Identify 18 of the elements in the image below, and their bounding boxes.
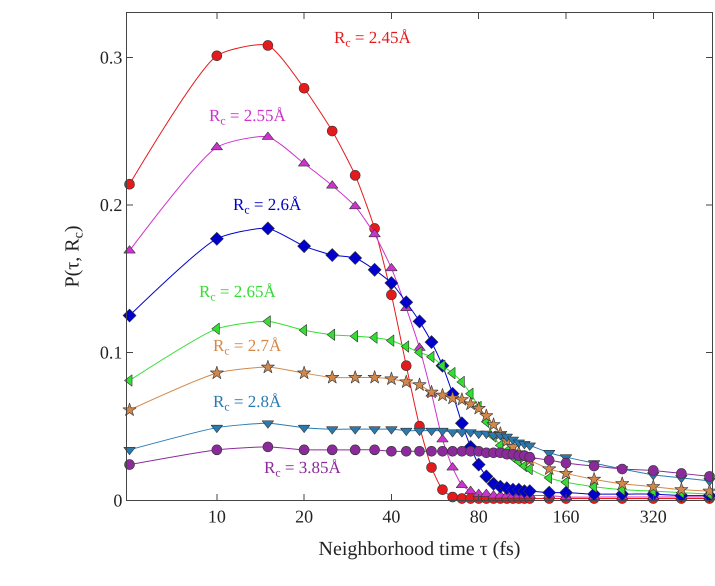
x-tick-label: 320 <box>640 506 667 527</box>
y-tick-label: 0.2 <box>100 195 122 216</box>
y-tick-label: 0.3 <box>100 48 122 68</box>
x-tick-label: 80 <box>470 506 488 527</box>
y-tick-label: 0 <box>113 490 122 510</box>
y-tick-label: 0.1 <box>100 342 122 363</box>
x-tick-label: 160 <box>552 506 580 527</box>
series-label: R$_{c}$ = 2.55Å <box>209 106 286 128</box>
series-label: R$_{c}$ = 2.8Å <box>213 392 282 414</box>
x-axis-title: Neighborhood time τ (fs) <box>318 538 520 560</box>
series-label: R$_{c}$ = 3.85Å <box>264 458 342 480</box>
series-label: R$_{c}$ = 2.7Å <box>213 336 282 358</box>
series-label: R$_{c}$ = 2.65Å <box>199 282 276 304</box>
x-tick-label: 20 <box>295 506 314 527</box>
x-tick-label: 10 <box>208 506 226 527</box>
series-label: R$_{c}$ = 2.6Å <box>233 195 302 217</box>
text: R$_{c}$ = 2.45Å <box>334 28 412 50</box>
x-tick-label: 40 <box>382 506 400 527</box>
